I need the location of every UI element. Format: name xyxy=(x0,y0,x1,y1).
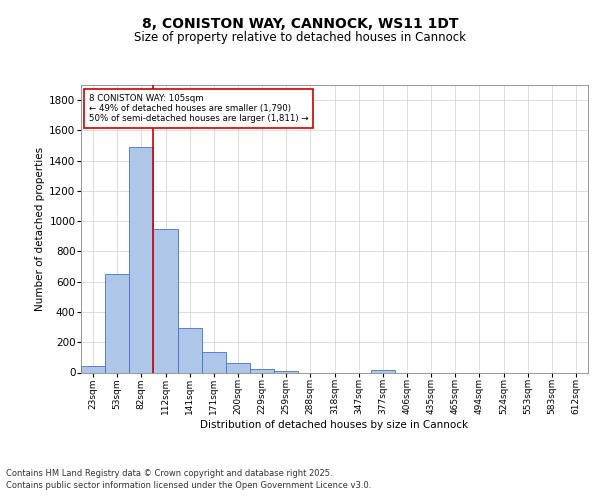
Bar xyxy=(202,352,226,372)
Bar xyxy=(129,147,154,372)
Bar xyxy=(105,274,129,372)
Bar xyxy=(274,371,298,372)
X-axis label: Distribution of detached houses by size in Cannock: Distribution of detached houses by size … xyxy=(200,420,469,430)
Y-axis label: Number of detached properties: Number of detached properties xyxy=(35,146,45,311)
Bar xyxy=(371,370,395,372)
Bar xyxy=(81,366,105,372)
Bar xyxy=(250,369,274,372)
Bar xyxy=(226,362,250,372)
Text: Contains HM Land Registry data © Crown copyright and database right 2025.: Contains HM Land Registry data © Crown c… xyxy=(6,469,332,478)
Text: 8, CONISTON WAY, CANNOCK, WS11 1DT: 8, CONISTON WAY, CANNOCK, WS11 1DT xyxy=(142,18,458,32)
Text: 8 CONISTON WAY: 105sqm
← 49% of detached houses are smaller (1,790)
50% of semi-: 8 CONISTON WAY: 105sqm ← 49% of detached… xyxy=(89,94,308,124)
Bar xyxy=(178,328,202,372)
Text: Size of property relative to detached houses in Cannock: Size of property relative to detached ho… xyxy=(134,31,466,44)
Bar xyxy=(154,229,178,372)
Text: Contains public sector information licensed under the Open Government Licence v3: Contains public sector information licen… xyxy=(6,481,371,490)
